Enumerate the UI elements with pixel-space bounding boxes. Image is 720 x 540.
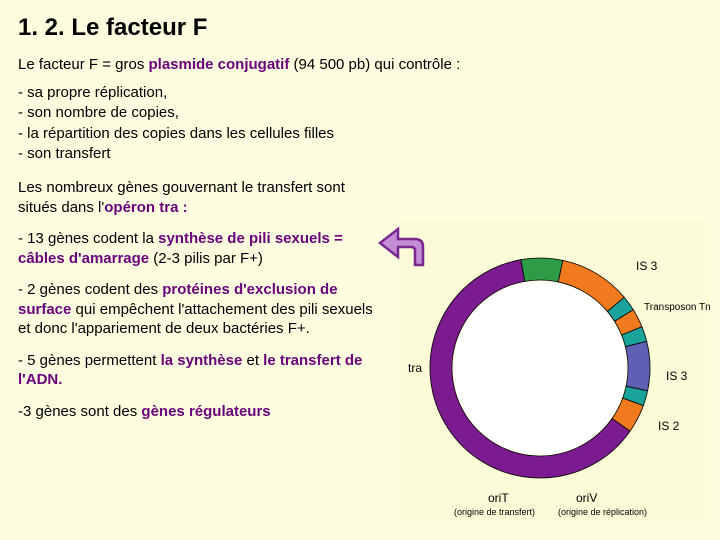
ring-inner (453, 281, 627, 455)
p2-pre: - 13 gènes codent la (18, 230, 158, 247)
segment-label: IS 3 (666, 369, 688, 383)
oriV-sublabel: (origine de réplication) (558, 507, 647, 517)
p2: - 13 gènes codent la synthèse de pili se… (18, 229, 388, 268)
segment-label: IS 3 (636, 259, 658, 273)
p4: - 5 gènes permettent la synthèse et le t… (18, 351, 388, 390)
page-title: 1. 2. Le facteur F (18, 14, 702, 42)
controls-list: - sa propre réplication, - son nombre de… (18, 83, 702, 164)
segment-label: oriT (488, 491, 509, 505)
controls-l1: - sa propre réplication, (18, 83, 702, 103)
p1: Les nombreux gènes gouvernant le transfe… (18, 178, 388, 217)
plasmid-svg: tra oriT oriV IS 2 IS 3 Transposon Tn 1000 IS … (400, 220, 710, 520)
arrow-icon (378, 225, 438, 281)
intro-post: (94 500 pb) qui contrôle : (289, 56, 460, 73)
p5-b1: gènes régulateurs (141, 403, 270, 420)
p3: - 2 gènes codent des protéines d'exclusi… (18, 280, 388, 339)
p5: -3 gènes sont des gènes régulateurs (18, 402, 388, 422)
arrow-path (380, 229, 423, 265)
p4-mid: et (242, 352, 263, 369)
plasmid-diagram: tra oriT oriV IS 2 IS 3 Transposon Tn 1000 IS … (400, 220, 710, 520)
ring-segment (625, 341, 650, 390)
intro-pre: Le facteur F = gros (18, 56, 148, 73)
p4-b1: la synthèse (161, 352, 243, 369)
ring-segment (521, 258, 563, 282)
p5-pre: -3 gènes sont des (18, 403, 141, 420)
oriT-sublabel: (origine de transfert) (454, 507, 535, 517)
intro-bold: plasmide conjugatif (148, 56, 289, 73)
p1-bold: opéron tra : (104, 199, 187, 216)
p2-post: (2-3 pilis par F+) (149, 250, 263, 267)
segment-label: IS 2 (658, 419, 680, 433)
p4-pre: - 5 gènes permettent (18, 352, 161, 369)
segment-label: Transposon Tn 1000 (644, 302, 710, 313)
controls-l2: - son nombre de copies, (18, 103, 702, 123)
p3-post: qui empêchent l'attachement des pili sex… (18, 301, 373, 338)
controls-l3: - la répartition des copies dans les cel… (18, 124, 702, 144)
controls-l4: - son transfert (18, 144, 702, 164)
segment-label: tra (408, 361, 422, 375)
segment-label: oriV (576, 491, 597, 505)
intro-line: Le facteur F = gros plasmide conjugatif … (18, 56, 702, 73)
p3-pre: - 2 gènes codent des (18, 281, 162, 298)
